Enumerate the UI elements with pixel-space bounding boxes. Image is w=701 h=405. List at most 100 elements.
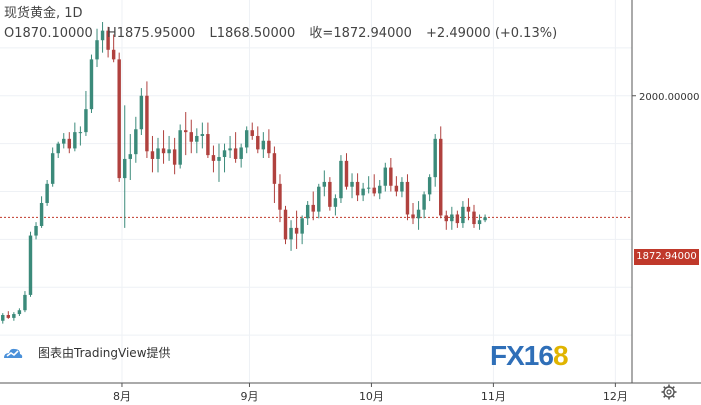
x-tick-label: 11月 [481, 390, 506, 403]
candle-down [256, 135, 260, 150]
change-value: +2.49000 (+0.13%) [426, 26, 558, 41]
candle-up [39, 202, 44, 226]
candle-down [294, 227, 299, 234]
candle-up [416, 209, 421, 219]
candle-down [278, 183, 282, 210]
candle-up [178, 130, 182, 165]
candle-up [339, 160, 343, 199]
candle-down [6, 315, 11, 318]
candle-up [100, 30, 105, 41]
candle-down [106, 30, 110, 50]
candle-up [477, 220, 482, 225]
candle-up [12, 314, 16, 318]
candle-up [45, 183, 49, 203]
candle-up [300, 218, 304, 234]
candle-up [1, 315, 5, 321]
fx168-logo: FX168 [490, 340, 568, 372]
candle-up [34, 225, 38, 236]
candle-up [244, 130, 249, 148]
candle-down [405, 181, 410, 215]
candle-down [111, 49, 116, 60]
candle-up [350, 181, 354, 187]
candle-down [372, 187, 376, 194]
candle-down [283, 209, 288, 240]
candle-up [78, 132, 83, 134]
candle-down [145, 95, 149, 152]
candle-up [222, 150, 227, 158]
candle-up [139, 95, 144, 130]
candle-up [134, 129, 138, 155]
candle-up [200, 134, 205, 136]
candle-up [217, 157, 221, 161]
candle-down [466, 206, 471, 212]
candle-up [378, 185, 382, 194]
candle-down [117, 59, 121, 179]
candle-up [95, 40, 99, 60]
candle-up [289, 227, 293, 240]
candle-down [250, 130, 254, 136]
candle-up [228, 148, 232, 151]
candle-down [267, 140, 271, 154]
candle-down [189, 132, 193, 142]
logo-prefix: FX16 [490, 340, 554, 371]
candle-down [233, 148, 238, 159]
candle-down [411, 214, 415, 219]
watermark-text: 图表由TradingView提供 [38, 346, 171, 360]
candle-down [150, 151, 155, 159]
tradingview-watermark[interactable]: 图表由TradingView提供 [2, 344, 171, 361]
candle-down [328, 181, 332, 207]
open-value: O1870.10000 [4, 26, 93, 41]
candle-up [239, 147, 243, 159]
candle-up [23, 294, 27, 311]
candle-down [389, 167, 393, 186]
tradingview-cloud-icon [4, 348, 23, 358]
candle-up [400, 181, 404, 192]
candle-up [123, 158, 127, 179]
candle-up [28, 235, 33, 295]
candle-up [261, 140, 266, 150]
low-value: L1868.50000 [209, 26, 296, 41]
candle-up [167, 149, 171, 154]
candle-up [322, 181, 327, 187]
candle-up [17, 310, 22, 315]
candle-down [344, 160, 349, 187]
candle-down [211, 155, 216, 161]
candle-up [366, 187, 371, 189]
candle-down [472, 211, 476, 225]
logo-suffix: 8 [552, 340, 569, 371]
candle-up [450, 214, 454, 222]
candle-down [272, 153, 277, 184]
chart-title: 现货黄金, 1D [4, 6, 83, 21]
gear-icon[interactable] [661, 384, 677, 400]
candle-up [461, 206, 465, 224]
ohlc-legend: O1870.10000 H1875.95000 L1868.50000 收=18… [4, 22, 567, 41]
candle-up [62, 138, 66, 144]
candle-up [433, 138, 437, 178]
candle-up [73, 132, 77, 149]
candle-up [195, 135, 199, 142]
candle-up [128, 154, 132, 159]
candle-down [455, 214, 460, 224]
candle-up [361, 188, 365, 196]
candle-down [444, 215, 448, 222]
x-tick-label: 12月 [603, 390, 628, 403]
x-tick-label: 10月 [359, 390, 384, 403]
candle-down [67, 138, 72, 149]
close-value: 收=1872.94000 [309, 26, 412, 41]
candle-up [56, 143, 60, 154]
candle-up [333, 198, 338, 207]
candle-down [184, 130, 188, 133]
candle-up [156, 148, 160, 159]
y-tick-label: 2000.00000 [639, 92, 699, 103]
candle-down [311, 204, 315, 212]
x-tick-label: 8月 [113, 390, 131, 403]
candle-up [317, 186, 321, 212]
candle-up [305, 204, 310, 219]
candle-up [84, 109, 88, 133]
high-value: H1875.95000 [106, 26, 196, 41]
candle-down [394, 185, 399, 192]
candle-down [161, 148, 166, 154]
last-price-tag: 1872.94000 [634, 249, 699, 265]
candle-down [439, 138, 443, 216]
